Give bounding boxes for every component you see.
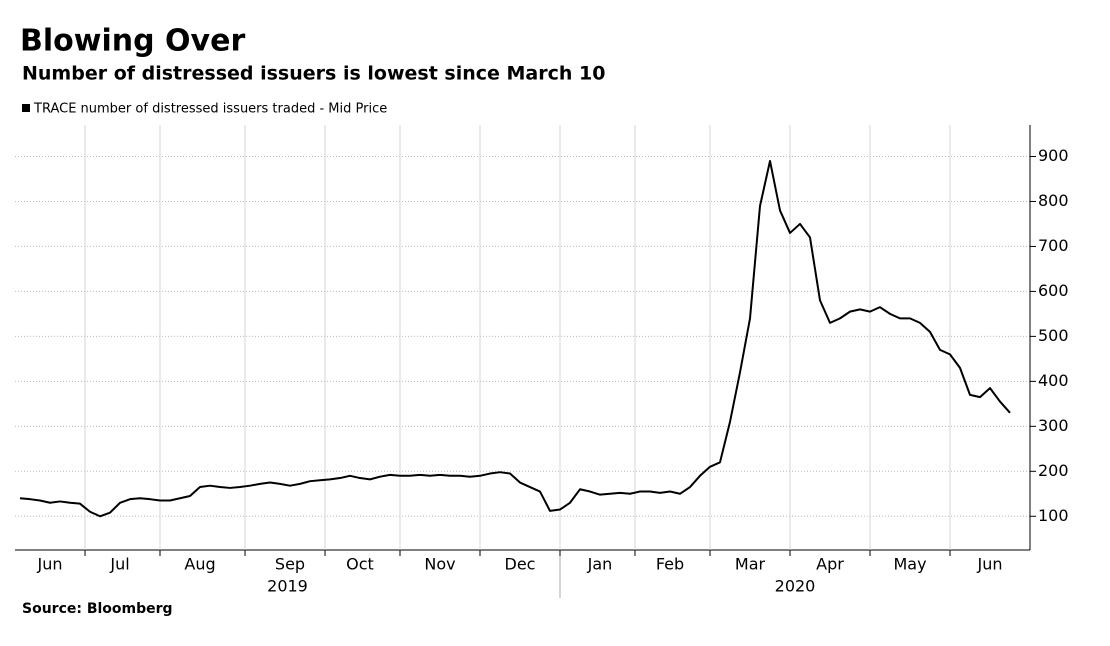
x-tick-label: Jul	[109, 555, 129, 574]
x-tick-label: Jun	[37, 555, 63, 574]
y-tick-label: 300	[1038, 416, 1069, 435]
y-tick-label: 600	[1038, 281, 1069, 300]
legend-label: TRACE number of distressed issuers trade…	[33, 102, 387, 117]
x-tick-label: Sep	[275, 555, 305, 574]
x-tick-label: Mar	[735, 555, 766, 574]
x-tick-label: Nov	[424, 555, 455, 574]
x-tick-label: Jun	[977, 555, 1003, 574]
y-tick-label: 800	[1038, 191, 1069, 210]
plot-area	[15, 125, 1030, 550]
y-tick-label: 400	[1038, 371, 1069, 390]
y-tick-label: 500	[1038, 326, 1069, 345]
y-tick-label: 900	[1038, 146, 1069, 165]
year-label: 2020	[775, 577, 816, 596]
line-series	[19, 159, 1011, 518]
x-tick-label: May	[893, 555, 926, 574]
x-tick-label: Jan	[587, 555, 613, 574]
x-tick-label: Aug	[184, 555, 215, 574]
source: Source: Bloomberg	[22, 601, 173, 617]
x-tick-label: Dec	[505, 555, 536, 574]
chart-subtitle: Number of distressed issuers is lowest s…	[22, 63, 605, 85]
x-tick-label: Feb	[656, 555, 684, 574]
y-tick-label: 700	[1038, 236, 1069, 255]
chart-title: Blowing Over	[20, 24, 245, 59]
y-tick-label: 100	[1038, 506, 1069, 525]
x-tick-label: Apr	[816, 555, 844, 574]
y-tick-label: 200	[1038, 461, 1069, 480]
x-tick-label: Oct	[346, 555, 374, 574]
year-label: 2019	[267, 577, 308, 596]
legend-swatch	[22, 104, 30, 112]
